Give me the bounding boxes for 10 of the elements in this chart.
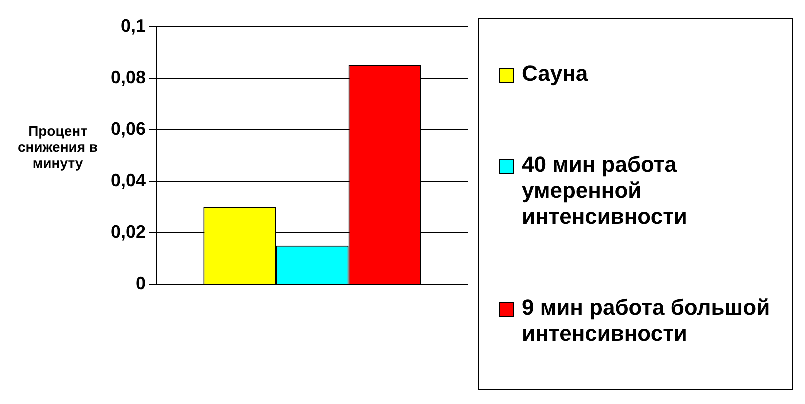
y-tick-label: 0 [136,274,146,294]
y-tick-label: 0,04 [110,170,146,190]
y-tick-label: 0,02 [110,222,146,242]
legend-label: 40 мин работа умеренной интенсивности [522,152,688,230]
y-tick-label: 0,08 [110,67,146,88]
y-tick-label: 0,06 [110,118,146,139]
legend-label: 9 мин работа большой интенсивности [522,294,772,347]
legend-label: Сауна [522,61,588,88]
y-axis-title: Процент снижения в минуту [16,123,100,171]
y-tick-label: 0,1 [121,16,146,36]
